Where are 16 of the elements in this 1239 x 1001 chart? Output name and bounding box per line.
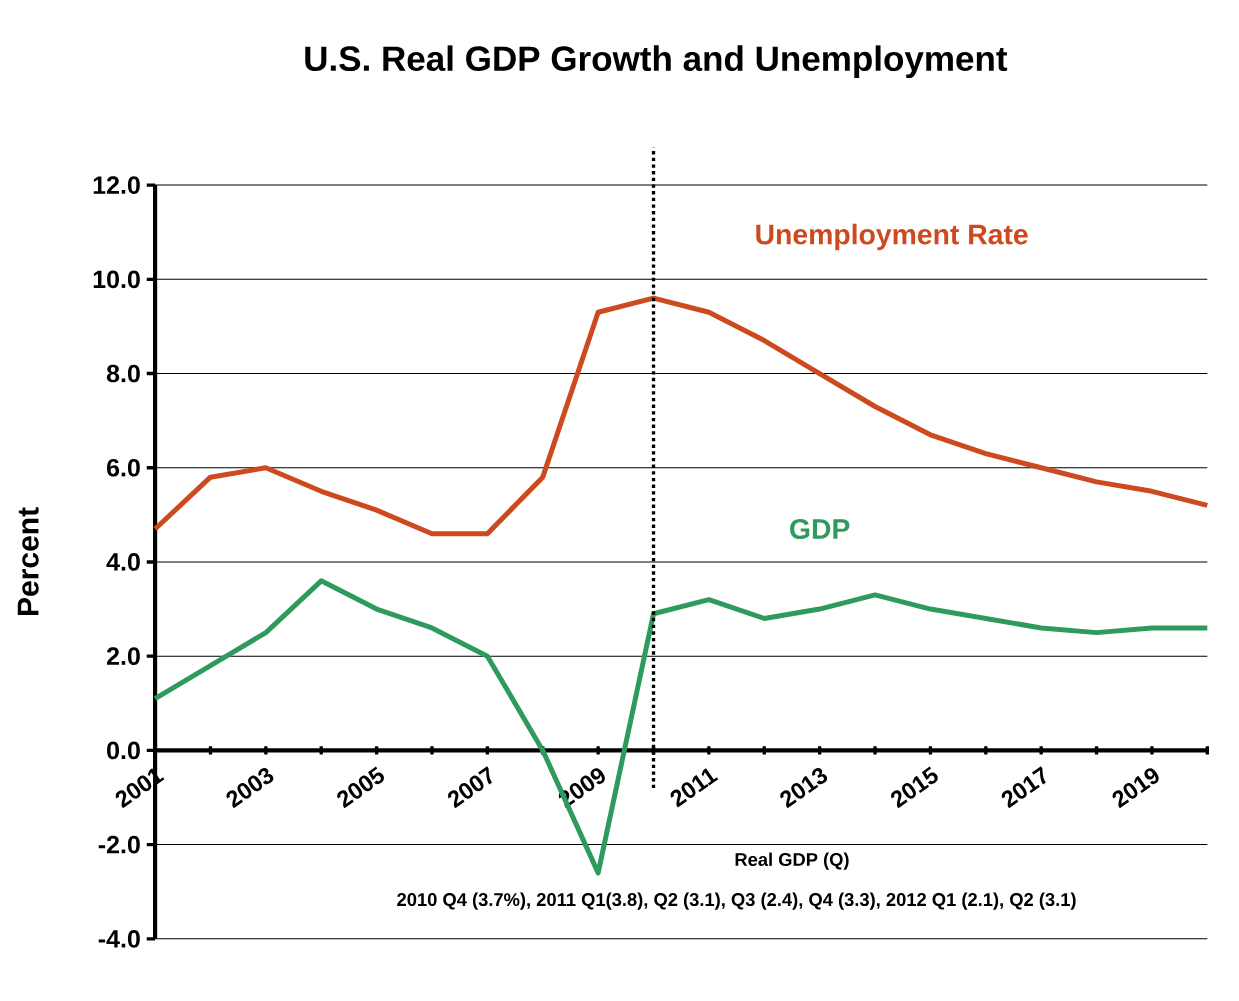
text: Unemployment Rate [756,223,1028,251]
y-tick-label: 4.0 [106,553,140,572]
y-tick-label: 2.0 [106,647,140,666]
y-tick-label: 8.0 [106,364,140,383]
y-tick-label: 12.0 [93,176,140,195]
annotation: Real GDP (Q) [735,852,849,870]
y-tick-label: 0.0 [107,741,140,760]
y-tick-label: -2.0 [98,835,140,854]
y-axis-title: Percent [17,507,39,616]
chart-title: U.S. Real GDP Growth and Unemployment [305,45,1008,79]
text: GDP [790,519,850,540]
y-tick-label: -4.0 [98,930,140,948]
x-tick-label: 2011 [670,768,719,808]
y-tick-label: 6.0 [107,459,140,477]
y-tick-label: 10.0 [93,270,140,289]
annotation: 2010 Q4 (3.7%), 2011 Q1(3.8), Q2 (3.1), Q3 (2.4), Q4 (3.3), 2012 Q1 (2.1), Q2 (3.1) [397,892,1076,910]
